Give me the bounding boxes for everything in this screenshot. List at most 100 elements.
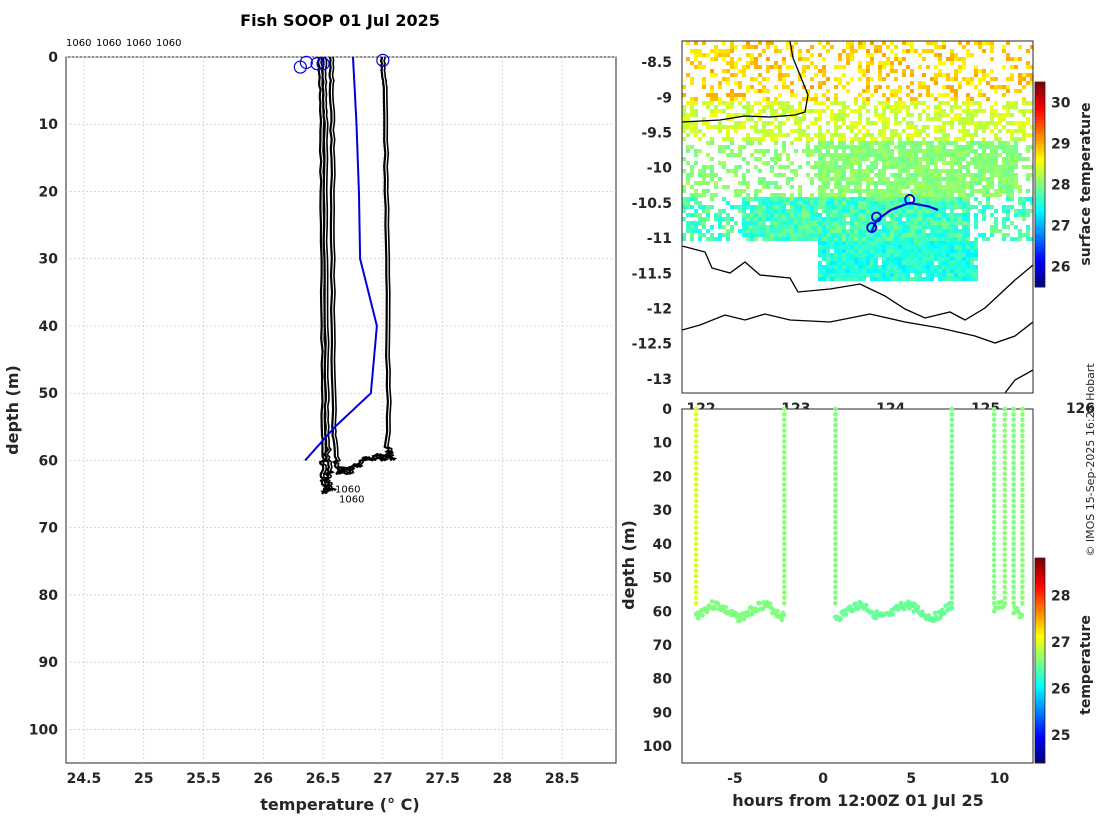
sst-cell [938,101,942,105]
sst-cell [754,193,758,197]
sst-cell [802,57,806,61]
sst-cell [914,193,918,197]
sst-cell [954,229,958,233]
map-ytick-label: -12 [647,302,672,318]
td-point [1002,433,1008,439]
td-axes-box [681,408,1034,764]
sst-cell [706,217,710,221]
sst-cell [902,209,906,213]
sst-cell [938,205,942,209]
map-ytick-label: -11.5 [632,266,672,282]
sst-cell [898,61,902,65]
sst-cell [774,161,778,165]
sst-cell [786,109,790,113]
sst-cell [934,197,938,201]
sst-cell [914,257,918,261]
sst-cell [850,197,854,201]
sst-cell [986,181,990,185]
sst-cell [890,225,894,229]
sst-cell [966,93,970,97]
sst-cell [1018,201,1022,205]
sst-cell [746,205,750,209]
sst-cell [842,85,846,89]
sst-cell [842,141,846,145]
sst-cell [854,273,858,277]
sst-cell [818,141,822,145]
sst-cell [866,109,870,113]
sst-cell [790,177,794,181]
sst-cell [874,141,878,145]
sst-cell [846,257,850,261]
sst-cell [998,169,1002,173]
sst-cell [842,121,846,125]
sst-cell [806,89,810,93]
sst-cell [866,133,870,137]
sst-cell [778,213,782,217]
sst-cell [962,273,966,277]
sst-cell [894,129,898,133]
sst-cell [766,213,770,217]
td-point [1011,433,1016,439]
profiles-xtick-label: 27 [373,771,392,787]
sst-cell [894,161,898,165]
sst-cell [954,105,958,109]
sst-cell [930,237,934,241]
sst-cell [822,65,826,69]
sst-cell [850,273,854,277]
sst-cell [934,237,938,241]
sst-cell [918,221,922,225]
sst-cell [710,57,714,61]
sst-cell [862,45,866,49]
sst-cell [818,165,822,169]
sst-cell [898,209,902,213]
sst-cell [966,109,970,113]
sst-cell [770,129,774,133]
sst-cell [854,257,858,261]
sst-cell [930,117,934,121]
sst-cell [998,121,1002,125]
td-point [991,428,997,433]
sst-cell [882,61,886,65]
sst-cell [802,221,806,225]
sst-cell [994,209,998,213]
sst-cell [942,169,946,173]
td-point [1002,444,1008,450]
sst-cell [946,133,950,137]
sst-cell [1030,197,1033,201]
sst-cell [758,217,762,221]
td-ytick-label: 40 [653,537,673,553]
sst-cell [966,169,970,173]
sst-cell [866,117,870,121]
sst-cell [898,169,902,173]
sst-cell [966,277,970,281]
sst-cell [766,185,770,189]
td-point [1020,433,1025,439]
sst-cell [686,205,690,209]
td-point [782,519,787,525]
sst-cell [966,41,970,45]
sst-cell [954,185,958,189]
sst-cell [930,217,934,221]
sst-cell [1018,157,1022,161]
sst-cell [870,277,874,281]
sst-cell [874,185,878,189]
td-point [991,514,997,520]
sst-cell [870,237,874,241]
sst-cell [762,237,766,241]
sst-cell [970,273,974,277]
sst-cell [870,165,874,169]
sst-cell [934,265,938,269]
sst-cell [990,229,994,233]
sst-cell [1026,73,1030,77]
sst-cell [1022,133,1026,137]
sst-cell [810,217,814,221]
sst-cell [842,153,846,157]
sst-cell [894,93,898,97]
sst-cell [742,217,746,221]
sst-cell [962,205,966,209]
sst-cell [866,165,870,169]
sst-cell [758,129,762,133]
td-ytick-label: 60 [653,604,673,620]
sst-cell [798,225,802,229]
sst-cell [998,189,1002,193]
